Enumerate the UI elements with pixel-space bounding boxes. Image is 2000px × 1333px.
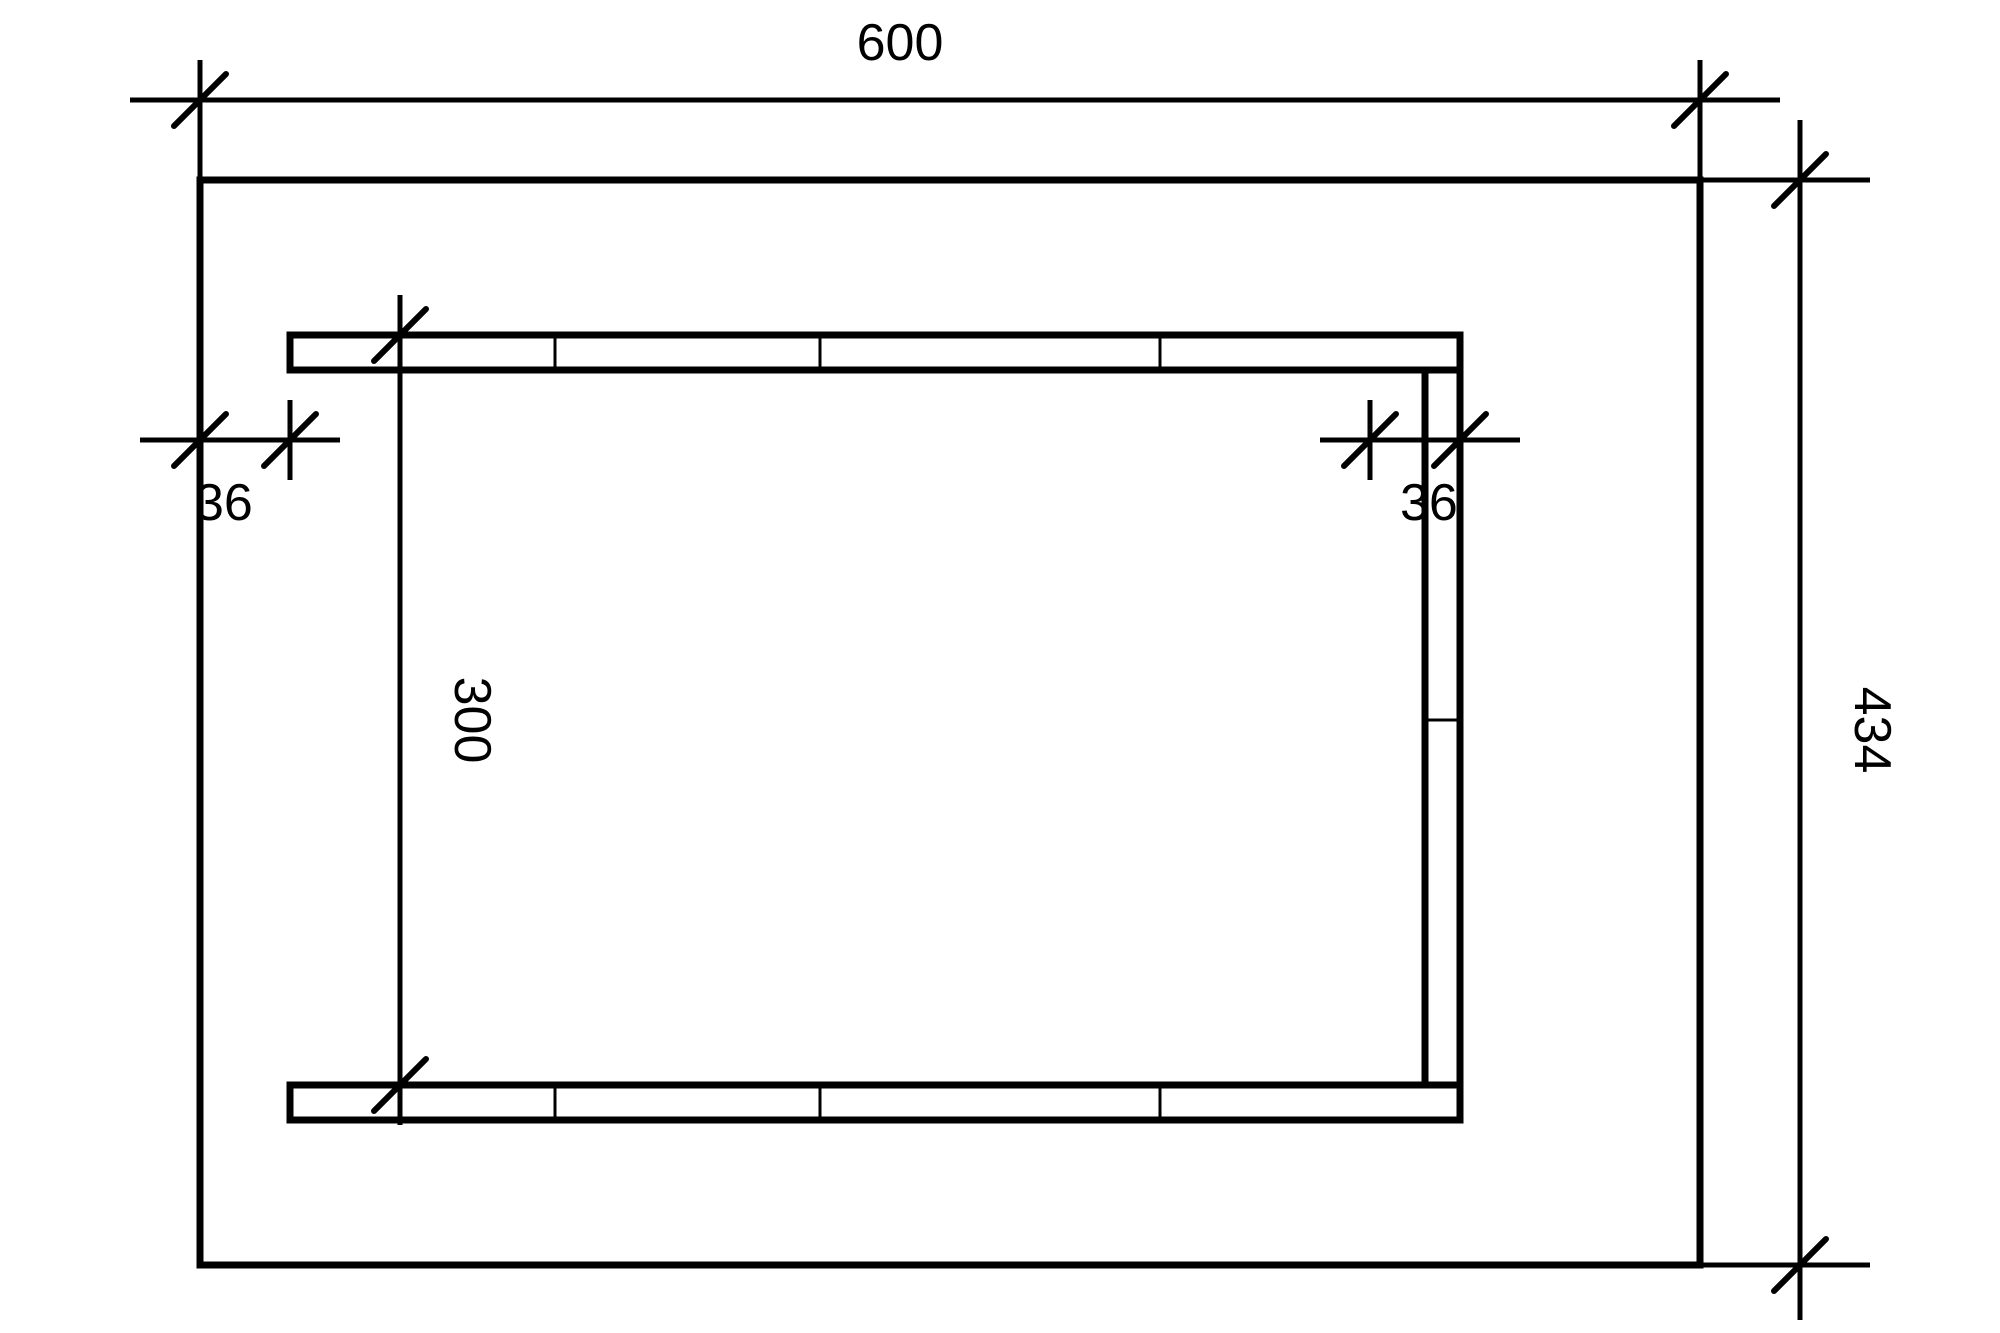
corner-mask-top (1429, 339, 1457, 367)
technical-drawing: 600 434 300 36 36 (0, 0, 2000, 1333)
label-300: 300 (443, 677, 501, 764)
label-434: 434 (1843, 687, 1901, 774)
label-600: 600 (857, 14, 944, 72)
corner-mask-bottom (1429, 1089, 1457, 1117)
label-36-left: 36 (195, 474, 253, 532)
frame-bottom-rail (290, 1085, 1460, 1120)
label-36-right: 36 (1400, 474, 1458, 532)
frame-right-rail (1425, 335, 1460, 1120)
frame-top-rail (290, 335, 1460, 370)
